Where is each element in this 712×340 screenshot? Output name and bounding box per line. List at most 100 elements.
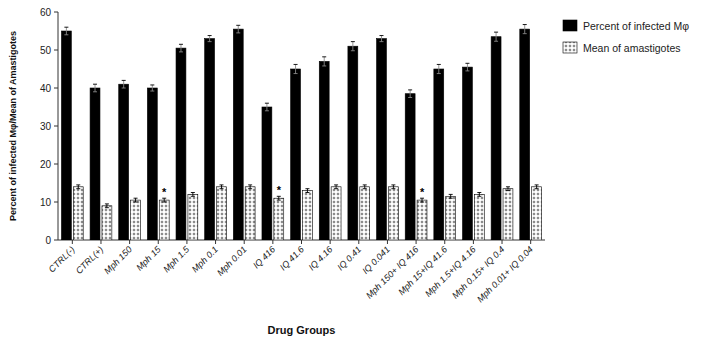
error-line	[536, 185, 537, 189]
error-line	[295, 64, 296, 73]
error-line	[352, 42, 353, 51]
bar	[520, 29, 530, 240]
error-cap	[122, 80, 126, 81]
y-tick-label: 50	[40, 45, 52, 56]
bar	[233, 29, 243, 240]
error-line	[66, 27, 67, 35]
x-tick	[158, 240, 159, 244]
error-cap	[208, 35, 212, 36]
error-cap	[150, 91, 154, 92]
error-cap	[408, 89, 412, 90]
error-cap	[220, 184, 224, 185]
bar	[377, 39, 387, 240]
error-cap	[208, 41, 212, 42]
annotation: *	[277, 184, 282, 196]
error-cap	[179, 51, 183, 52]
error-cap	[105, 207, 109, 208]
error-cap	[248, 184, 252, 185]
error-bar	[294, 64, 298, 73]
bars	[61, 25, 541, 240]
y-tick	[54, 88, 58, 89]
error-cap	[449, 194, 453, 195]
x-tick-label: IQ 0.41	[335, 244, 363, 272]
error-bar	[379, 36, 383, 42]
error-line	[123, 80, 124, 88]
x-axis: CTRL(-)CTRL(+)Mph 150Mph 15Mph 1.5Mph 0.…	[47, 240, 535, 304]
error-cap	[420, 202, 424, 203]
error-bar	[437, 64, 441, 73]
x-tick-label: Mph 0.15+ IQ 0.4	[450, 244, 506, 300]
x-tick	[301, 240, 302, 244]
error-cap	[535, 184, 539, 185]
x-tick	[416, 240, 417, 244]
error-bar	[506, 187, 510, 191]
error-cap	[391, 188, 395, 189]
x-tick-label: IQ 41.6	[278, 244, 306, 272]
error-bar	[334, 185, 338, 189]
error-cap	[294, 64, 298, 65]
x-tick	[502, 240, 503, 244]
y-tick-label: 30	[40, 121, 52, 132]
x-tick	[330, 240, 331, 244]
error-line	[524, 25, 525, 34]
y-tick-label: 40	[40, 83, 52, 94]
x-tick	[272, 240, 273, 244]
error-cap	[277, 200, 281, 201]
error-cap	[294, 73, 298, 74]
error-line	[266, 103, 267, 111]
bar	[503, 189, 513, 240]
legend-swatch	[563, 20, 577, 31]
error-line	[450, 194, 451, 198]
error-cap	[322, 56, 326, 57]
x-tick-label: Mph 150	[102, 244, 134, 276]
error-cap	[64, 34, 68, 35]
x-tick	[129, 240, 130, 244]
error-cap	[465, 63, 469, 64]
y-tick-label: 0	[45, 235, 51, 246]
error-bar	[408, 90, 412, 98]
error-bar	[391, 185, 395, 189]
error-cap	[351, 41, 355, 42]
x-tick	[530, 240, 531, 244]
error-cap	[191, 192, 195, 193]
error-cap	[322, 65, 326, 66]
x-tick-label: Mph 150+ IQ 416	[364, 244, 420, 300]
x-tick	[244, 240, 245, 244]
error-bar	[64, 27, 68, 35]
error-cap	[523, 24, 527, 25]
error-bar	[477, 193, 481, 197]
bar	[245, 187, 255, 240]
error-cap	[248, 188, 252, 189]
error-line	[410, 90, 411, 98]
error-bar	[162, 198, 166, 202]
error-line	[135, 198, 136, 202]
bar	[462, 67, 472, 240]
error-bar	[191, 193, 195, 197]
error-cap	[506, 190, 510, 191]
error-cap	[477, 196, 481, 197]
error-line	[209, 36, 210, 42]
error-bar	[179, 44, 183, 52]
bar	[331, 187, 341, 240]
error-bar	[523, 25, 527, 34]
x-tick-label: Mph 15	[134, 244, 163, 273]
error-cap	[363, 184, 367, 185]
bar	[147, 88, 157, 240]
error-cap	[506, 186, 510, 187]
error-cap	[134, 202, 138, 203]
error-line	[364, 185, 365, 189]
bar	[102, 206, 112, 240]
error-cap	[334, 188, 338, 189]
bar	[348, 46, 358, 240]
x-tick-label: Mph 1.5	[161, 244, 192, 275]
error-bar	[494, 32, 498, 41]
error-cap	[162, 202, 166, 203]
bar	[262, 107, 272, 240]
error-line	[152, 85, 153, 91]
error-bar	[351, 42, 355, 51]
error-cap	[265, 110, 269, 111]
error-line	[307, 189, 308, 193]
y-tick	[54, 12, 58, 13]
x-tick	[215, 240, 216, 244]
bar	[188, 194, 198, 240]
